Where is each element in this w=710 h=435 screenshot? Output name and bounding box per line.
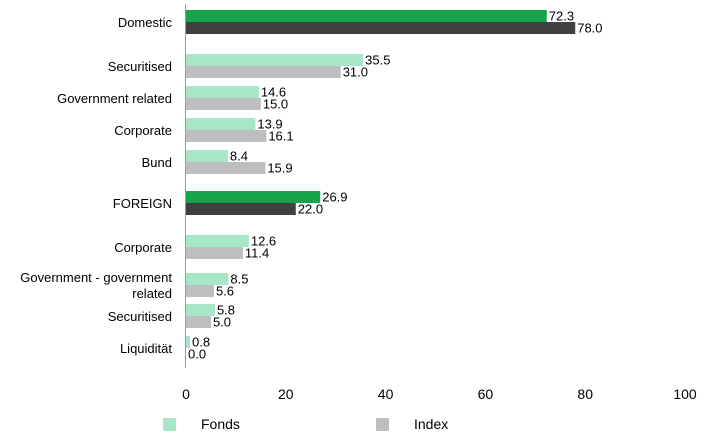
category-label: Government - government related <box>20 270 172 301</box>
bar-fonds <box>186 191 321 203</box>
bar-index <box>186 130 267 142</box>
x-tick-label: 100 <box>673 386 697 402</box>
bars-group <box>186 10 576 348</box>
bar-fonds <box>186 235 249 247</box>
x-tick-labels: 0 20 40 60 80 100 <box>182 386 697 402</box>
category-label: Bund <box>142 155 172 170</box>
bar-index <box>186 247 243 259</box>
category-label: Domestic <box>118 15 173 30</box>
value-label-index: 0.0 <box>188 347 206 362</box>
value-label-index: 15.9 <box>267 161 292 176</box>
bar-index <box>186 285 214 297</box>
x-tick-label: 40 <box>378 386 394 402</box>
x-tick-label: 60 <box>478 386 494 402</box>
value-label-fonds: 12.6 <box>251 234 276 249</box>
value-label-fonds: 8.5 <box>230 272 248 287</box>
value-label-fonds: 72.3 <box>549 9 574 24</box>
legend-index: Index <box>376 416 448 432</box>
bar-index <box>186 316 211 328</box>
legend-fonds: Fonds <box>163 416 240 432</box>
value-label-index: 78.0 <box>577 21 602 36</box>
category-label-line: Government - government <box>20 270 172 285</box>
legend-index-label: Index <box>414 416 449 432</box>
category-labels: Domestic Securitised Government related Cor… <box>20 15 172 356</box>
category-label-line: related <box>132 286 172 301</box>
bar-index <box>186 22 576 34</box>
value-label-fonds: 14.6 <box>261 85 286 100</box>
legend-index-swatch <box>376 417 389 431</box>
bar-index <box>186 203 296 215</box>
value-label-index: 31.0 <box>343 65 368 80</box>
bar-fonds <box>186 150 228 162</box>
value-label-index: 11.4 <box>245 246 269 261</box>
value-label-fonds: 26.9 <box>322 190 347 205</box>
value-label-index: 5.0 <box>213 315 231 330</box>
value-labels: 72.378.0 35.531.0 14.615.0 13.916.1 8.4 15.9 2… <box>188 9 603 362</box>
bar-index <box>186 162 266 174</box>
x-tick-label: 20 <box>278 386 294 402</box>
value-label-index: 15.0 <box>263 97 288 112</box>
value-label-fonds: 8.4 <box>230 149 248 164</box>
value-label-fonds: 35.5 <box>365 53 390 68</box>
value-label-fonds: 5.8 <box>217 303 235 318</box>
bar-fonds <box>186 336 190 348</box>
bar-fonds <box>186 86 259 98</box>
bar-index <box>186 98 261 110</box>
bar-fonds <box>186 273 229 285</box>
x-tick-label: 0 <box>182 386 190 402</box>
bar-index <box>186 66 341 78</box>
value-label-fonds: 0.8 <box>192 335 210 350</box>
x-tick-label: 80 <box>577 386 593 402</box>
category-label: FOREIGN <box>113 196 172 211</box>
bar-fonds <box>186 54 364 66</box>
bar-fonds <box>186 118 256 130</box>
value-label-fonds: 13.9 <box>257 117 282 132</box>
category-label: Securitised <box>108 309 172 324</box>
bar-fonds <box>186 304 215 316</box>
category-label: Government related <box>57 91 172 106</box>
value-label-index: 16.1 <box>268 129 293 144</box>
category-label: Securitised <box>108 59 172 74</box>
bar-fonds <box>186 10 547 22</box>
category-label: Corporate <box>114 240 172 255</box>
legend-fonds-swatch <box>163 417 176 431</box>
category-label: Liquidität <box>120 341 172 356</box>
value-label-index: 22.0 <box>298 202 323 217</box>
legend-fonds-label: Fonds <box>201 416 240 432</box>
category-label: Corporate <box>114 123 172 138</box>
value-label-index: 5.6 <box>216 284 234 299</box>
